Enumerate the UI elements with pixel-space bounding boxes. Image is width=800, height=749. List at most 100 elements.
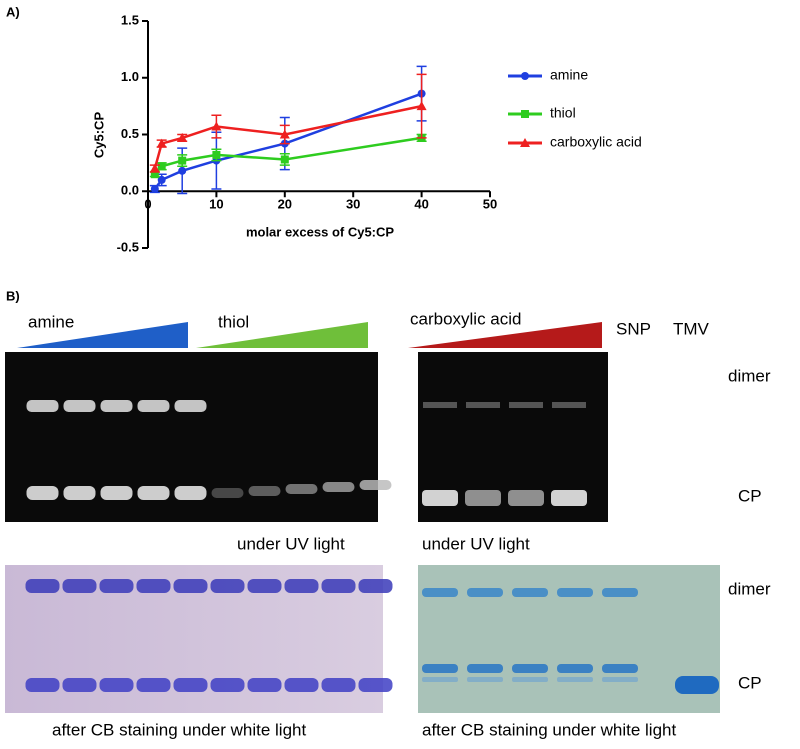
stain-band bbox=[99, 579, 134, 593]
stain-band bbox=[284, 579, 319, 593]
stain-band bbox=[173, 579, 208, 593]
stain-band bbox=[512, 664, 548, 673]
legend-marker bbox=[521, 72, 529, 80]
x-tick-label: 10 bbox=[209, 197, 223, 212]
legend-marker bbox=[520, 138, 530, 147]
legend-label: carboxylic acid bbox=[550, 134, 642, 150]
data-point bbox=[416, 101, 427, 111]
gel-band bbox=[552, 402, 586, 408]
data-point bbox=[178, 166, 187, 175]
legend-label: amine bbox=[550, 67, 588, 83]
gel-band bbox=[174, 486, 207, 500]
legend-label: thiol bbox=[550, 105, 576, 121]
data-point bbox=[177, 132, 188, 142]
gel-band bbox=[248, 486, 281, 496]
legend-marker bbox=[521, 110, 529, 118]
gel-band bbox=[359, 480, 392, 490]
x-tick-label: 0 bbox=[144, 197, 151, 212]
data-point bbox=[279, 129, 290, 139]
data-point bbox=[212, 150, 221, 159]
y-tick-label: -0.5 bbox=[117, 239, 139, 254]
gradient-wedge bbox=[17, 322, 188, 348]
stain-band bbox=[247, 678, 282, 692]
gel-band bbox=[26, 400, 59, 412]
chart: Cy5:CP molar excess of Cy5:CP -0.5 0.0 0.5… bbox=[91, 12, 641, 254]
stain-band bbox=[136, 579, 171, 593]
caption: under UV light bbox=[237, 534, 345, 553]
x-tick-label: 30 bbox=[346, 197, 360, 212]
data-point bbox=[150, 170, 159, 179]
stain-band bbox=[422, 664, 458, 673]
series-line bbox=[153, 92, 423, 190]
lane-label: carboxylic acid bbox=[410, 309, 522, 328]
y-tick-label: 1.0 bbox=[121, 69, 139, 84]
gel-band bbox=[551, 490, 587, 506]
lane-label: SNP bbox=[616, 319, 651, 338]
gel-band bbox=[211, 488, 244, 498]
data-point bbox=[280, 155, 289, 164]
caption: after CB staining under white light bbox=[422, 720, 676, 739]
gel-band bbox=[285, 484, 318, 494]
stain-band bbox=[512, 677, 548, 682]
gradient-wedge bbox=[196, 322, 368, 348]
gel-band bbox=[423, 402, 457, 408]
stain-band bbox=[25, 678, 60, 692]
stain-band bbox=[284, 678, 319, 692]
data-point bbox=[149, 163, 160, 173]
data-point bbox=[150, 184, 159, 193]
stain-band bbox=[602, 664, 638, 673]
gel-band bbox=[509, 402, 543, 408]
gel-band bbox=[137, 400, 170, 412]
stain-band bbox=[173, 678, 208, 692]
stain-band bbox=[602, 677, 638, 682]
gradient-wedge bbox=[408, 322, 602, 348]
caption: under UV light bbox=[422, 534, 530, 553]
y-axis-label: Cy5:CP bbox=[91, 112, 106, 159]
gel-band bbox=[322, 482, 355, 492]
x-tick-label: 40 bbox=[414, 197, 428, 212]
stain-band bbox=[358, 678, 393, 692]
stain-band bbox=[557, 664, 593, 673]
lane-label: thiol bbox=[218, 312, 249, 331]
band-label: dimer bbox=[728, 366, 771, 385]
stain-band bbox=[557, 588, 593, 597]
y-tick-label: 0.5 bbox=[121, 126, 139, 141]
stain-band bbox=[210, 579, 245, 593]
stain-band bbox=[557, 677, 593, 682]
x-tick-label: 20 bbox=[278, 197, 292, 212]
stained-gel bbox=[418, 565, 720, 713]
data-point bbox=[157, 175, 166, 184]
x-axis-label: molar excess of Cy5:CP bbox=[246, 224, 394, 239]
gel-band bbox=[26, 486, 59, 500]
stain-band bbox=[99, 678, 134, 692]
stain-band bbox=[467, 677, 503, 682]
series-line bbox=[153, 104, 422, 169]
stain-band bbox=[422, 677, 458, 682]
gel-band bbox=[137, 486, 170, 500]
gel-band bbox=[174, 400, 207, 412]
lane-label: amine bbox=[28, 312, 74, 331]
caption: after CB staining under white light bbox=[52, 720, 306, 739]
data-point bbox=[178, 156, 187, 165]
gel-band bbox=[465, 490, 501, 506]
stain-band bbox=[467, 664, 503, 673]
gel-band bbox=[100, 486, 133, 500]
stain-band bbox=[675, 676, 719, 694]
data-point bbox=[157, 162, 166, 171]
panel-label: B) bbox=[6, 288, 20, 303]
x-tick-label: 50 bbox=[483, 197, 497, 212]
gel-band bbox=[422, 490, 458, 506]
stain-band bbox=[136, 678, 171, 692]
stain-band bbox=[62, 678, 97, 692]
panel-label: A) bbox=[6, 4, 20, 19]
stain-band bbox=[422, 588, 458, 597]
band-label: CP bbox=[738, 486, 762, 505]
band-label: CP bbox=[738, 673, 762, 692]
stain-band bbox=[602, 588, 638, 597]
stain-band bbox=[210, 678, 245, 692]
gel-band bbox=[466, 402, 500, 408]
stain-band bbox=[358, 579, 393, 593]
y-tick-label: 1.5 bbox=[121, 12, 139, 27]
stain-band bbox=[512, 588, 548, 597]
